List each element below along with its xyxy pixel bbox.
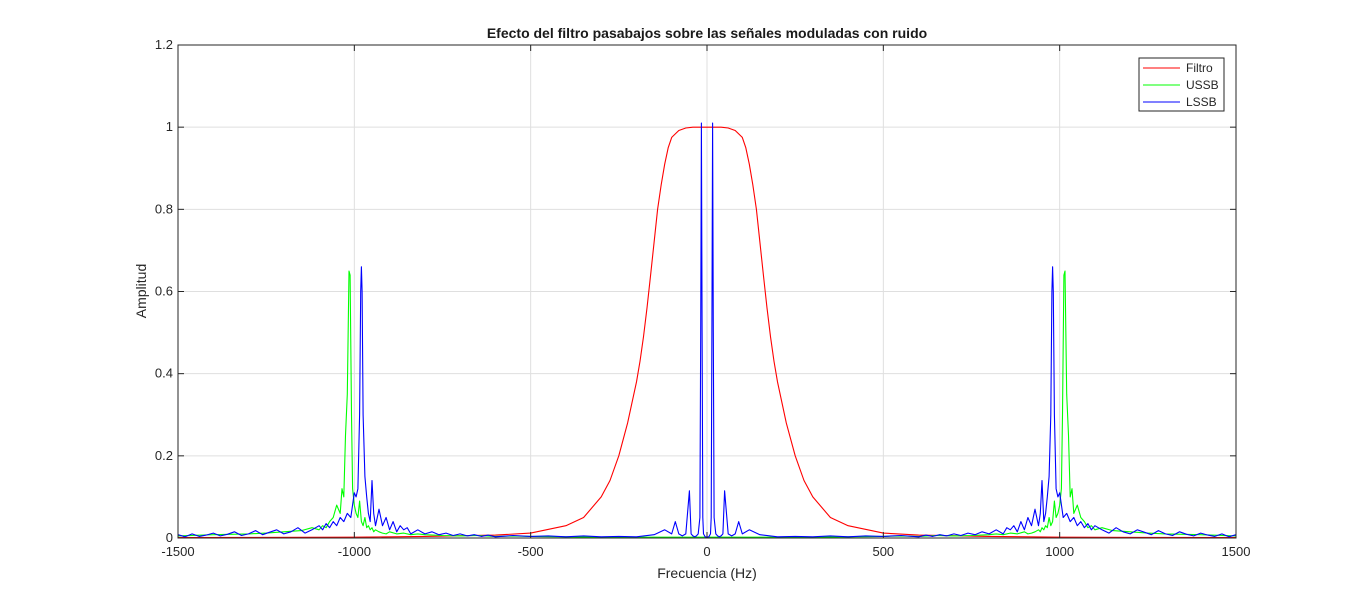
x-tick-label: 0 <box>703 544 710 559</box>
x-tick-label: 500 <box>872 544 894 559</box>
x-tick-label: -500 <box>518 544 544 559</box>
x-axis-label: Frecuencia (Hz) <box>657 565 757 581</box>
legend: Filtro USSB LSSB <box>1138 57 1225 112</box>
legend-label-ussb: USSB <box>1186 78 1219 92</box>
y-tick-label: 1 <box>166 119 173 134</box>
x-tick-label: -1000 <box>338 544 371 559</box>
x-tick-labels: -1500 -1000 -500 0 500 1000 1500 <box>161 544 1250 559</box>
y-axis-label: Amplitud <box>133 264 149 318</box>
legend-label-lssb: LSSB <box>1186 95 1217 109</box>
series-line-filtro <box>177 126 1237 539</box>
grid-lines <box>177 44 1237 539</box>
x-tick-label: -1500 <box>161 544 194 559</box>
x-tick-label: 1500 <box>1222 544 1251 559</box>
x-tick-label: 1000 <box>1045 544 1074 559</box>
y-tick-label: 0.2 <box>155 448 173 463</box>
y-tick-label: 0.6 <box>155 284 173 299</box>
y-tick-label: 0 <box>166 530 173 545</box>
y-tick-label: 0.4 <box>155 366 173 381</box>
chart-title: Efecto del filtro pasabajos sobre las se… <box>487 25 927 41</box>
legend-label-filtro: Filtro <box>1186 61 1213 75</box>
y-tick-label: 0.8 <box>155 201 173 216</box>
y-tick-labels: 0 0.2 0.4 0.6 0.8 1 1.2 <box>155 37 173 545</box>
y-tick-label: 1.2 <box>155 37 173 52</box>
axis-ticks <box>177 44 1237 539</box>
